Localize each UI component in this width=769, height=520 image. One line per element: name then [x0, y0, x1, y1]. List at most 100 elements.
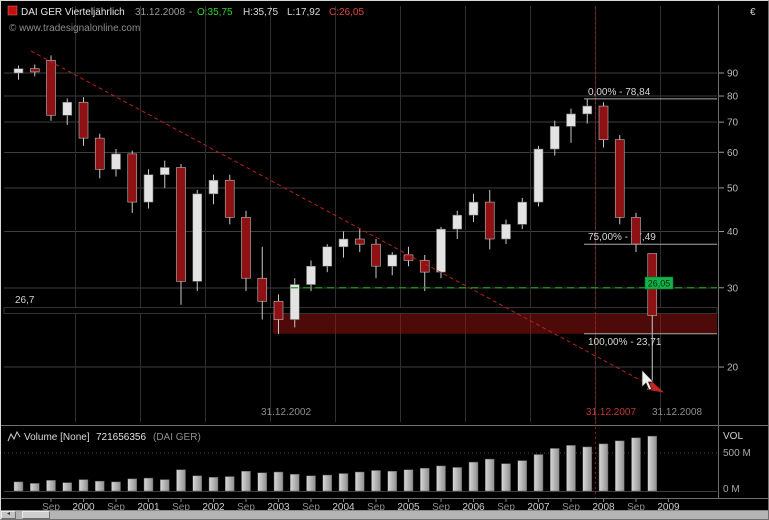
volume-bar [468, 461, 479, 492]
candle [452, 214, 463, 230]
quote-open: O:35,75 [197, 7, 233, 18]
volume-bar [615, 440, 625, 492]
volume-bar [241, 470, 251, 492]
x-axis-label: Sep [627, 502, 645, 512]
support-line[interactable] [3, 307, 718, 314]
date-marker-2007: 31.12.2007 [586, 407, 636, 418]
candle [176, 167, 186, 282]
volume-bar [127, 478, 137, 492]
candle [273, 300, 284, 320]
volume-bar [290, 474, 300, 492]
candle [598, 105, 609, 140]
candle [501, 224, 511, 240]
candle [533, 148, 544, 203]
vol-axis-title: VOL [723, 431, 743, 442]
x-axis-label: Sep [367, 502, 385, 512]
volume-bar [306, 475, 316, 492]
candle [436, 228, 446, 273]
fib-zone[interactable] [273, 310, 717, 334]
volume-bar [420, 467, 430, 492]
candle [143, 174, 154, 203]
volume-bar [46, 480, 56, 492]
date-marker-2002: 31.12.2002 [261, 407, 311, 418]
x-axis-label: Sep [107, 502, 125, 512]
vol-axis-0m: 0 M [723, 484, 740, 495]
candle [78, 101, 89, 139]
candle [631, 217, 641, 245]
volume-bar [485, 458, 495, 492]
chart-title: DAI GER Vierteljährlich [21, 7, 125, 18]
header-dash: - [189, 7, 192, 18]
candle [257, 277, 268, 302]
x-axis-label: 2007 [527, 502, 550, 512]
volume-bar [403, 469, 414, 492]
volume-bar [387, 470, 397, 492]
volume-bar [95, 480, 105, 492]
candle [94, 137, 105, 170]
candle [127, 153, 138, 203]
x-axis-label: 2002 [202, 502, 225, 512]
volume-bar [160, 479, 170, 492]
candle [322, 246, 333, 267]
volume-bar [436, 465, 446, 492]
candle [338, 238, 349, 248]
indicator-icon [7, 430, 21, 442]
quote-close: C:26,05 [329, 7, 364, 18]
price-flag [644, 276, 674, 290]
volume-bar [371, 470, 381, 492]
volume-bar [62, 482, 72, 492]
x-axis-label: 2000 [72, 502, 95, 512]
indicator-value: 721656356 [96, 432, 146, 443]
candle [354, 238, 365, 245]
scroll-left-icon: ◂ [6, 511, 10, 517]
volume-bar [582, 446, 592, 492]
volume-bar [208, 477, 219, 492]
volume-bar [533, 454, 544, 492]
y-axis-label: 20 [727, 363, 739, 374]
scroll-left-button[interactable]: ◂ [1, 511, 16, 519]
y-axis-label: 90 [727, 69, 739, 80]
candle [192, 193, 203, 282]
volume-bar [273, 471, 284, 492]
y-axis-label: 60 [727, 148, 739, 159]
candle [29, 68, 40, 73]
x-axis-label: Sep [497, 502, 515, 512]
scrollbar-thumb[interactable] [22, 511, 50, 519]
candle [208, 179, 219, 195]
volume-bar [647, 435, 657, 492]
candle [582, 105, 593, 115]
volume-bar [257, 472, 267, 492]
volume-bar [111, 481, 121, 492]
candle [387, 254, 398, 267]
volume-bar [225, 476, 235, 492]
y-axis-label: 70 [727, 118, 739, 129]
y-axis-label: 80 [727, 92, 739, 103]
currency-symbol: € [750, 7, 756, 18]
trendline-arrowhead-icon [646, 381, 664, 393]
x-axis-label: 2006 [462, 502, 485, 512]
horizontal-scrollbar[interactable]: ◂ [1, 510, 768, 519]
x-axis-label: Sep [172, 502, 190, 512]
chart-date: 31.12.2008 [135, 7, 185, 18]
x-axis-label: 2008 [592, 502, 615, 512]
candle [614, 139, 625, 218]
volume-bar [338, 473, 349, 492]
volume-bar [501, 463, 511, 492]
x-axis-label: 2005 [397, 502, 420, 512]
candle [62, 101, 73, 116]
trendline[interactable] [30, 50, 654, 388]
x-axis-label: Sep [42, 502, 60, 512]
volume-bar [176, 469, 186, 492]
candle [111, 153, 121, 170]
candle [289, 284, 300, 320]
y-axis-label: 30 [727, 283, 739, 294]
volume-bar [143, 477, 154, 492]
volume-bar [192, 475, 202, 492]
candle [403, 254, 414, 261]
candle [241, 217, 251, 279]
x-axis-label: 2009 [657, 502, 680, 512]
volume-bar [517, 460, 527, 492]
candle [566, 113, 576, 127]
x-axis-label: Sep [562, 502, 580, 512]
